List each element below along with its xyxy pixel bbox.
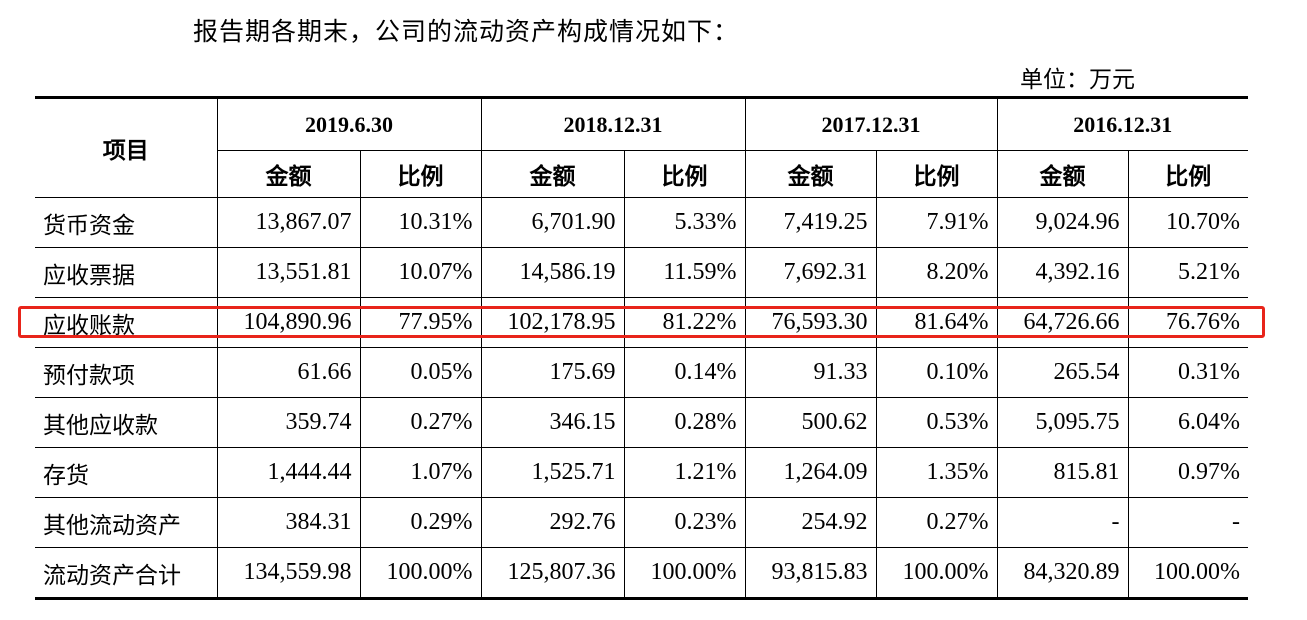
amount-cell: 76,593.30 [744,297,877,348]
row-label: 预付款项 [35,347,218,398]
ratio-cell: 76.76% [1127,297,1248,348]
intro-text: 报告期各期末，公司的流动资产构成情况如下： [193,17,740,46]
ratio-cell: 10.07% [359,247,482,298]
amount-cell: 384.31 [216,497,361,548]
ratio-cell: 100.00% [359,547,482,599]
amount-cell: 13,551.81 [216,247,361,298]
ratio-cell: 11.59% [623,247,746,298]
amount-cell: 125,807.36 [480,547,625,599]
item-header: 项目 [35,97,218,198]
ratio-cell: 0.27% [875,497,998,548]
amount-cell: 175.69 [480,347,625,398]
amount-cell: 84,320.89 [996,547,1129,599]
amount-cell: 265.54 [996,347,1129,398]
ratio-cell: 100.00% [623,547,746,599]
ratio-cell: 81.22% [623,297,746,348]
amount-cell: 91.33 [744,347,877,398]
row-label: 存货 [35,447,218,498]
ratio-cell: 100.00% [875,547,998,599]
row-label: 应收票据 [35,247,218,298]
amount-cell: 292.76 [480,497,625,548]
table-row: 应收账款 104,890.96 77.95% 102,178.95 81.22% 76,5… [35,297,1248,348]
ratio-cell: 0.97% [1127,447,1248,498]
row-label: 其他应收款 [35,397,218,448]
row-label: 其他流动资产 [35,497,218,548]
ratio-cell: 1.35% [875,447,998,498]
ratio-header: 比例 [1127,150,1248,198]
amount-cell: 5,095.75 [996,397,1129,448]
table-row: 应收票据 13,551.81 10.07% 14,586.19 11.59% 7,692.… [35,247,1248,298]
ratio-cell: 0.23% [623,497,746,548]
ratio-cell: 10.70% [1127,197,1248,248]
amount-cell: 93,815.83 [744,547,877,599]
ratio-cell: 0.31% [1127,347,1248,398]
ratio-cell: 10.31% [359,197,482,248]
amount-cell: 4,392.16 [996,247,1129,298]
amount-header: 金额 [480,150,625,198]
ratio-cell: 7.91% [875,197,998,248]
column-header-row: 金额 比例 金额 比例 金额 比例 金额 比例 [35,150,1248,198]
ratio-cell: 5.21% [1127,247,1248,298]
ratio-cell: 1.07% [359,447,482,498]
table-row: 货币资金 13,867.07 10.31% 6,701.90 5.33% 7,419.25… [35,197,1248,248]
amount-cell: 359.74 [216,397,361,448]
ratio-cell: 8.20% [875,247,998,298]
amount-cell: 61.66 [216,347,361,398]
table-row: 存货 1,444.44 1.07% 1,525.71 1.21% 1,264.09 1.35… [35,447,1248,498]
amount-cell: 500.62 [744,397,877,448]
table-row: 预付款项 61.66 0.05% 175.69 0.14% 91.33 0.10% 265.5… [35,347,1248,398]
ratio-cell: 100.00% [1127,547,1248,599]
ratio-cell: 5.33% [623,197,746,248]
amount-cell: 815.81 [996,447,1129,498]
ratio-header: 比例 [875,150,998,198]
ratio-cell: - [1127,497,1248,548]
amount-cell: - [996,497,1129,548]
amount-cell: 134,559.98 [216,547,361,599]
row-label: 货币资金 [35,197,218,248]
amount-cell: 102,178.95 [480,297,625,348]
ratio-cell: 1.21% [623,447,746,498]
amount-cell: 1,525.71 [480,447,625,498]
amount-cell: 104,890.96 [216,297,361,348]
ratio-cell: 0.28% [623,397,746,448]
table-row: 其他应收款 359.74 0.27% 346.15 0.28% 500.62 0.53% 5,… [35,397,1248,448]
amount-cell: 14,586.19 [480,247,625,298]
ratio-cell: 0.27% [359,397,482,448]
period-header: 2018.12.31 [480,97,746,151]
amount-cell: 254.92 [744,497,877,548]
current-assets-table: 项目 2019.6.30 2018.12.31 2017.12.31 2016.… [35,96,1248,600]
ratio-cell: 0.05% [359,347,482,398]
amount-cell: 1,264.09 [744,447,877,498]
period-header-row: 项目 2019.6.30 2018.12.31 2017.12.31 2016.… [35,97,1248,198]
ratio-cell: 0.10% [875,347,998,398]
amount-header: 金额 [996,150,1129,198]
ratio-cell: 0.29% [359,497,482,548]
amount-cell: 13,867.07 [216,197,361,248]
unit-label: 单位：万元 [1020,67,1135,93]
amount-cell: 7,419.25 [744,197,877,248]
period-header: 2017.12.31 [744,97,998,151]
row-label: 应收账款 [35,297,218,348]
ratio-cell: 77.95% [359,297,482,348]
ratio-header: 比例 [359,150,482,198]
table-row: 其他流动资产 384.31 0.29% 292.76 0.23% 254.92 0.27% -… [35,497,1248,548]
amount-header: 金额 [217,150,361,198]
ratio-cell: 81.64% [875,297,998,348]
amount-cell: 64,726.66 [996,297,1129,348]
period-header: 2016.12.31 [996,97,1248,151]
amount-cell: 6,701.90 [480,197,625,248]
ratio-cell: 6.04% [1127,397,1248,448]
amount-cell: 9,024.96 [996,197,1129,248]
amount-cell: 7,692.31 [744,247,877,298]
ratio-header: 比例 [623,150,746,198]
amount-cell: 1,444.44 [216,447,361,498]
ratio-cell: 0.14% [623,347,746,398]
row-label: 流动资产合计 [35,547,218,599]
amount-cell: 346.15 [480,397,625,448]
table-body: 货币资金 13,867.07 10.31% 6,701.90 5.33% 7,419.25… [35,197,1248,599]
table-row: 流动资产合计 134,559.98 100.00% 125,807.36 100.00%… [35,547,1248,599]
amount-header: 金额 [744,150,877,198]
period-header: 2019.6.30 [216,97,482,151]
ratio-cell: 0.53% [875,397,998,448]
